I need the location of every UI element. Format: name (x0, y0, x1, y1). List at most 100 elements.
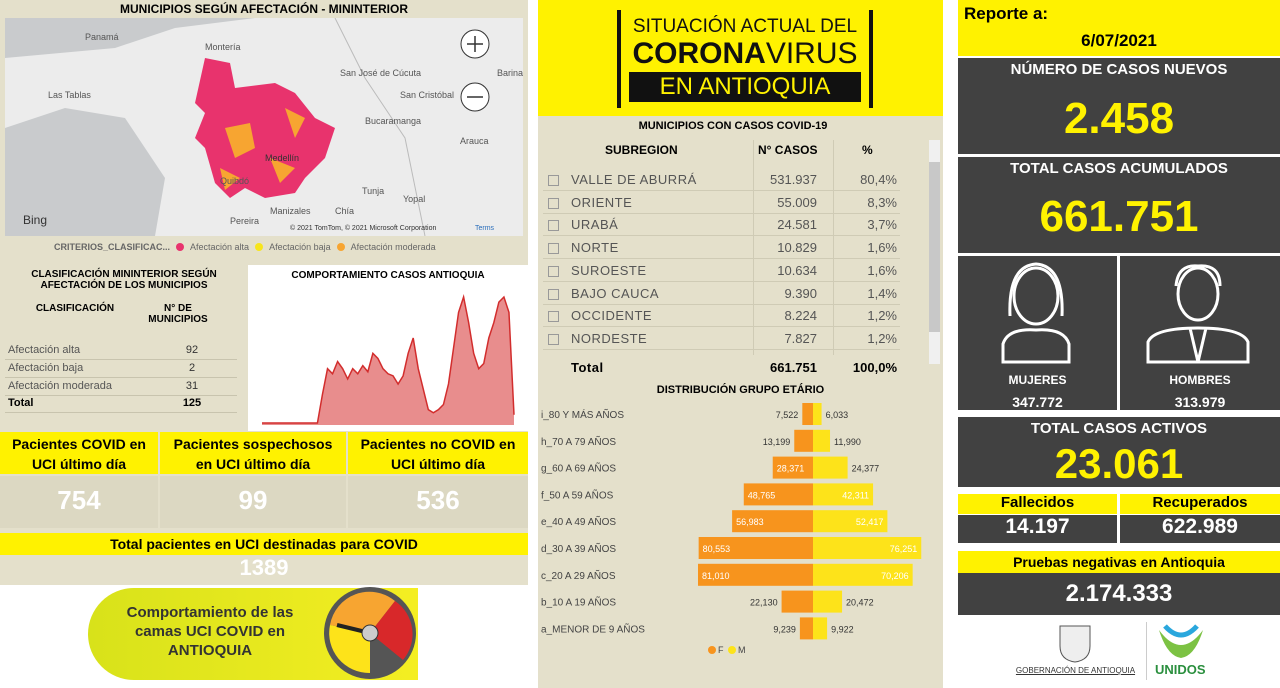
subregion-name: OCCIDENTE (571, 308, 653, 324)
subregion-pct: 1,6% (867, 240, 897, 256)
new-cases-value: 2.458 (1063, 94, 1175, 143)
class-cell: 125 (182, 397, 202, 409)
map-label: San José de Cúcuta (340, 68, 421, 78)
logo-line: SITUACIÓN ACTUAL DEL (632, 16, 858, 37)
age-label: h_70 A 79 AÑOS (541, 435, 616, 448)
recovered-label: Recuperados (1120, 494, 1280, 514)
trend-chart (262, 294, 515, 425)
map-label: Tunja (362, 186, 384, 196)
women-value: 347.772 (1012, 394, 1063, 410)
row-line (5, 412, 237, 413)
bar-m (813, 590, 843, 613)
active-box (958, 417, 1280, 487)
subregion-cases: 10.634 (777, 262, 817, 278)
bar-f (743, 483, 813, 506)
subregion-pct: 3,7% (867, 217, 897, 233)
uci-total-value: 1389 (239, 555, 289, 580)
subregion-name: Total (571, 360, 604, 375)
active-value: 23.061 (1054, 440, 1184, 487)
age-label: d_30 A 39 AÑOS (541, 542, 616, 555)
value-label: 9,922 (831, 624, 854, 634)
expand-icon[interactable] (548, 288, 559, 300)
age-label: c_20 A 29 AÑOS (541, 569, 616, 582)
trend-area (262, 297, 514, 425)
expand-icon[interactable] (548, 311, 559, 323)
age-label: f_50 A 59 AÑOS (541, 488, 614, 501)
bar-m (813, 617, 828, 640)
uci-value: 536 (348, 476, 528, 528)
uci-total-label: Total pacientes en UCI destinadas para C… (0, 533, 528, 555)
subregion-header: SUBREGION (605, 143, 678, 157)
map-title: MUNICIPIOS SEGÚN AFECTACIÓN - MININTERIO… (120, 2, 408, 16)
negative-value: 2.174.333 (958, 573, 1280, 615)
bar-f (802, 403, 813, 425)
class-title: CLASIFICACIÓN MININTERIOR SEGÚN AFECTACI… (31, 269, 217, 291)
subregion-cases: 531.937 (770, 172, 817, 187)
men-value: 313.979 (1174, 394, 1226, 410)
map-terms[interactable]: Terms (475, 225, 495, 232)
logo: SITUACIÓN ACTUAL DEL CORONAVIRUS EN ANTI… (617, 10, 873, 108)
bar-f (799, 617, 813, 640)
expand-icon[interactable] (548, 220, 559, 232)
row-line (543, 190, 900, 191)
class-cell: 2 (188, 362, 196, 374)
expand-icon[interactable] (548, 243, 559, 255)
legend-dot (336, 243, 345, 251)
class-cell: 92 (185, 344, 199, 356)
subregion-name: NORTE (571, 240, 619, 256)
class-cell: Afectación alta (8, 344, 81, 356)
value-label: 9,239 (773, 624, 796, 634)
trend-title: COMPORTAMIENTO CASOS ANTIOQUIA (291, 270, 485, 281)
uci-label: Pacientes sospechosos en UCI último día (160, 432, 346, 474)
expand-icon[interactable] (548, 265, 559, 277)
subregion-name: NORDESTE (571, 330, 648, 346)
subregion-pct: 8,3% (867, 194, 897, 210)
map-attribution: © 2021 TomTom, © 2021 Microsoft Corporat… (290, 224, 436, 232)
subregion-header: N° CASOS (758, 143, 818, 157)
row-line (543, 212, 900, 214)
deaths-label: Fallecidos (958, 494, 1117, 514)
subregion-pct: 1,4% (867, 285, 897, 301)
bar-m (813, 563, 913, 586)
gauge-icon (324, 587, 416, 679)
expand-icon[interactable] (548, 175, 559, 186)
uci-value: 754 (0, 476, 158, 528)
subregion-pct: 100,0% (852, 360, 897, 375)
row-line (5, 395, 237, 396)
subregion-name: VALLE DE ABURRÁ (571, 172, 697, 187)
total-value: 661.751 (1039, 192, 1199, 241)
subregion-cases: 661.751 (770, 360, 817, 375)
negative-label: Pruebas negativas en Antioquia (958, 551, 1280, 573)
map-label: Chía (335, 206, 354, 216)
recovered-value: 622.989 (1120, 515, 1280, 543)
banner-text: Comportamiento de las camas UCI COVID en… (126, 604, 294, 659)
subregion-cases: 7.827 (784, 330, 817, 346)
expand-icon[interactable] (548, 333, 559, 345)
report-header (958, 0, 1280, 56)
subregion-cases: 10.829 (777, 240, 817, 256)
map-label: Bucaramanga (365, 116, 421, 126)
bar-m (813, 483, 874, 506)
bar-m (813, 456, 848, 479)
men-box (1120, 256, 1280, 410)
map-label: Yopal (403, 194, 425, 204)
subregion-name: BAJO CAUCA (571, 285, 660, 301)
women-box (958, 256, 1117, 410)
row-line (543, 235, 900, 237)
expand-icon[interactable] (548, 197, 559, 209)
value-label: 52,417 (856, 517, 884, 527)
legend-label: Afectación moderada (350, 242, 436, 252)
scrollbar[interactable] (929, 140, 940, 364)
legend-dot (728, 646, 736, 654)
bar-f (794, 429, 813, 452)
new-cases-label: NÚMERO DE CASOS NUEVOS (1010, 61, 1228, 78)
row-line (543, 326, 900, 328)
value-label: 22,130 (750, 598, 778, 608)
subregion-name: SUROESTE (571, 262, 647, 278)
age-label: a_MENOR DE 9 AÑOS (541, 622, 645, 635)
value-label: 28,371 (777, 464, 805, 474)
col-line (753, 140, 754, 355)
bar-m (813, 403, 822, 425)
map-label: Panamá (85, 32, 119, 42)
class-header: N° DE MUNICIPIOS (148, 303, 208, 325)
